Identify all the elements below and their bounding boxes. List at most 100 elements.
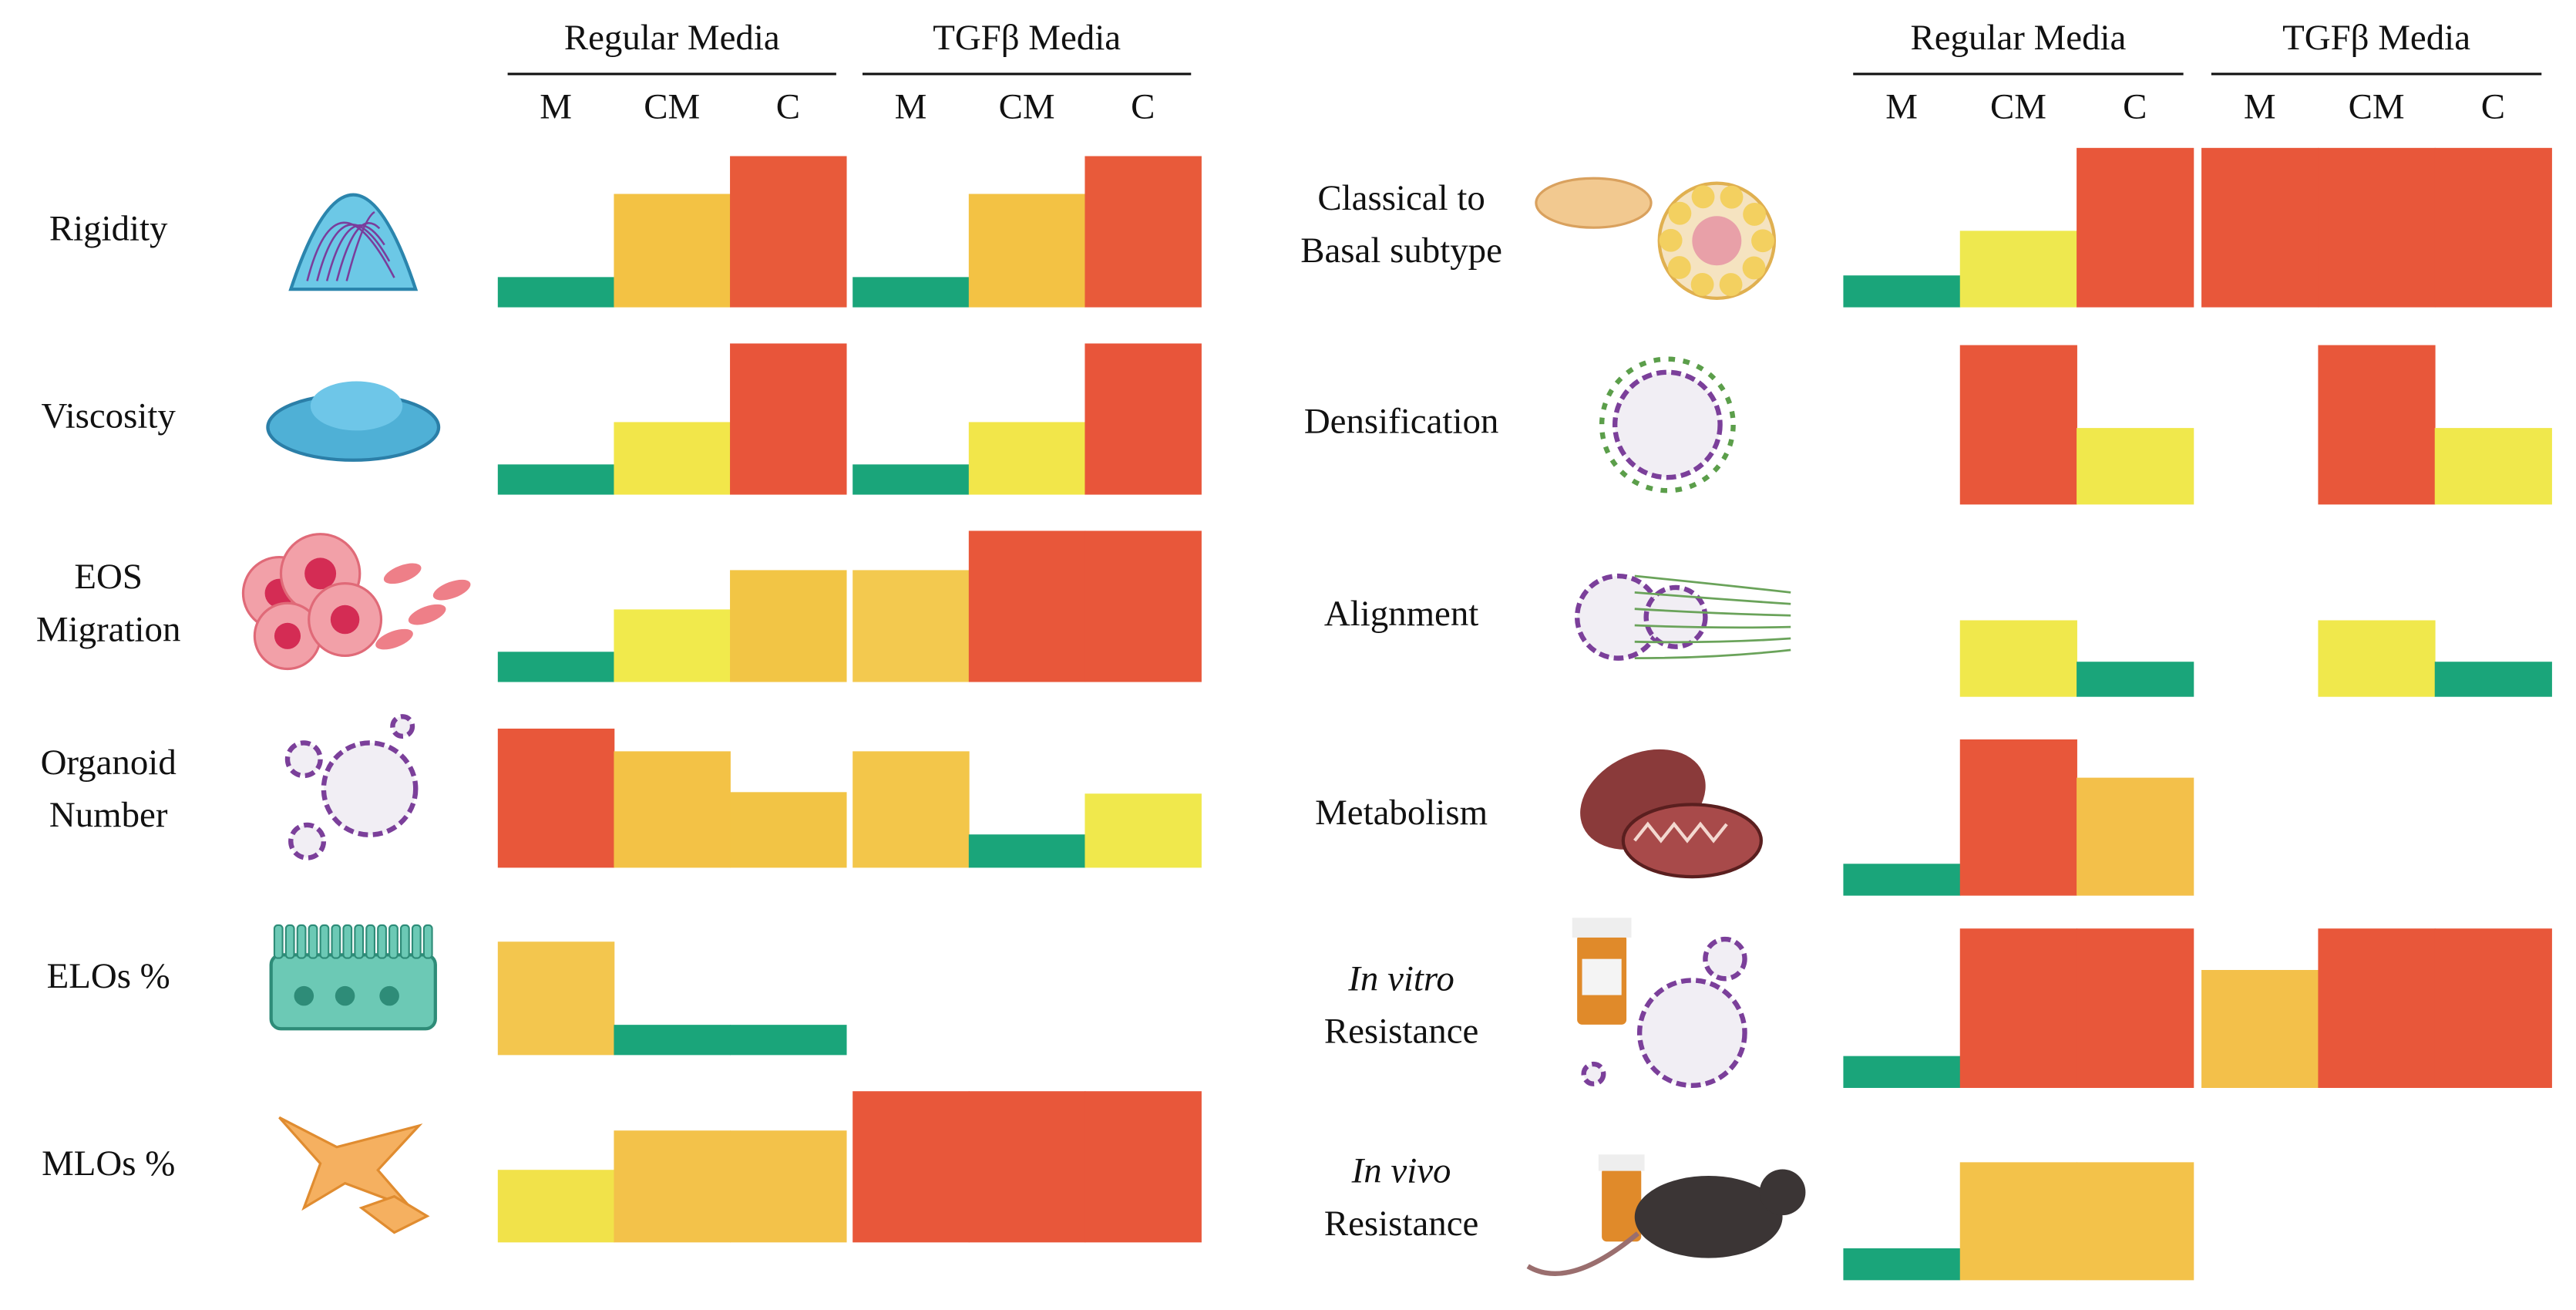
icon-shape (325, 224, 385, 281)
icon-shape (1526, 1231, 1640, 1277)
category-label: C (1131, 87, 1155, 127)
bar (497, 652, 615, 682)
bar (2434, 662, 2552, 697)
icon-shape (1634, 624, 1791, 629)
icon-shape (1692, 216, 1742, 266)
bar (1843, 1056, 1961, 1088)
icon (269, 924, 437, 1031)
icon-shape (358, 1194, 430, 1234)
icon-shape (274, 622, 301, 649)
icon-shape (1598, 1154, 1645, 1171)
icon (1572, 918, 1747, 1088)
bar (614, 609, 731, 682)
icon-shape (335, 222, 381, 281)
bar (730, 1025, 847, 1056)
bar (2201, 147, 2319, 308)
icon-shape (422, 924, 433, 959)
row-label: In vivo (1351, 1151, 1451, 1191)
bar (497, 464, 615, 495)
icon-shape (1743, 202, 1767, 226)
icon-shape (1690, 272, 1714, 296)
bar (968, 834, 1086, 868)
row-label: Rigidity (49, 208, 168, 248)
icon-shape (1633, 821, 1728, 844)
bar (2434, 147, 2552, 308)
row-label: Classical to (1317, 178, 1485, 218)
bar (1085, 156, 1202, 308)
icon-shape (304, 557, 337, 590)
bar (1843, 864, 1961, 896)
bar (730, 343, 847, 495)
bar (2318, 345, 2436, 505)
bar (1959, 1162, 2077, 1281)
icon-shape (319, 924, 330, 959)
icon-shape (365, 924, 376, 959)
icon-shape (278, 1116, 423, 1211)
icon-shape (1634, 608, 1791, 617)
icon-shape (345, 210, 375, 281)
row-label: EOS (74, 557, 143, 597)
bar (853, 277, 970, 308)
icon-shape (1703, 936, 1747, 982)
bar (1959, 231, 2077, 308)
row-label: Metabolism (1315, 793, 1488, 833)
bar (968, 530, 1086, 682)
icon-shape (1643, 584, 1708, 649)
icon (288, 193, 419, 291)
category-label: C (2481, 87, 2505, 127)
bar (2077, 928, 2194, 1088)
bar (497, 728, 615, 868)
bar (497, 1170, 615, 1243)
row-label: Resistance (1324, 1011, 1478, 1051)
bar (2318, 620, 2436, 697)
bar (2201, 969, 2319, 1088)
bar (2077, 147, 2194, 308)
bar (1843, 275, 1961, 308)
icon-shape (1691, 185, 1715, 209)
icon-shape (1535, 177, 1653, 229)
icon-shape (1634, 1176, 1783, 1258)
icon-shape (1621, 803, 1763, 879)
bar (853, 1091, 970, 1243)
group-header: Regular Media (1910, 18, 2126, 58)
row-label: MLOs % (42, 1143, 175, 1184)
bar (1959, 345, 2077, 505)
bar (1085, 793, 1202, 868)
bar (497, 277, 615, 308)
bar (614, 751, 731, 868)
bar (2318, 147, 2436, 308)
figure-content: Regular Media M CM C TGFβ Media M CM C Rigidity V… (36, 18, 2552, 1281)
category-label: M (1885, 87, 1918, 127)
bar (2077, 662, 2194, 697)
category-label: CM (644, 87, 700, 127)
category-label: M (895, 87, 927, 127)
icon-shape (330, 604, 360, 635)
bar (730, 570, 847, 682)
icon-shape (432, 579, 471, 601)
icon (1599, 356, 1736, 493)
bar (614, 1130, 731, 1243)
icon-shape (411, 924, 422, 959)
category-label: CM (2349, 87, 2405, 127)
icon-shape (310, 381, 403, 431)
bar (1959, 739, 2077, 896)
row-label: Alignment (1324, 594, 1479, 634)
icon (284, 714, 419, 860)
bar (853, 570, 970, 682)
bar (2318, 928, 2436, 1088)
icon-shape (306, 221, 395, 281)
bar (730, 1130, 847, 1243)
bar (614, 194, 731, 308)
bar (1843, 1248, 1961, 1281)
row-label: Number (49, 795, 168, 835)
icon (278, 1116, 430, 1234)
bar (853, 464, 970, 495)
category-label: CM (1990, 87, 2046, 127)
row-label: Densification (1304, 402, 1499, 442)
row-label: Viscosity (42, 396, 177, 436)
bar (614, 422, 731, 495)
icon-shape (1572, 918, 1632, 938)
icon-shape (316, 224, 391, 281)
group-header: TGFβ Media (2282, 18, 2470, 58)
icon-shape (1720, 185, 1744, 209)
